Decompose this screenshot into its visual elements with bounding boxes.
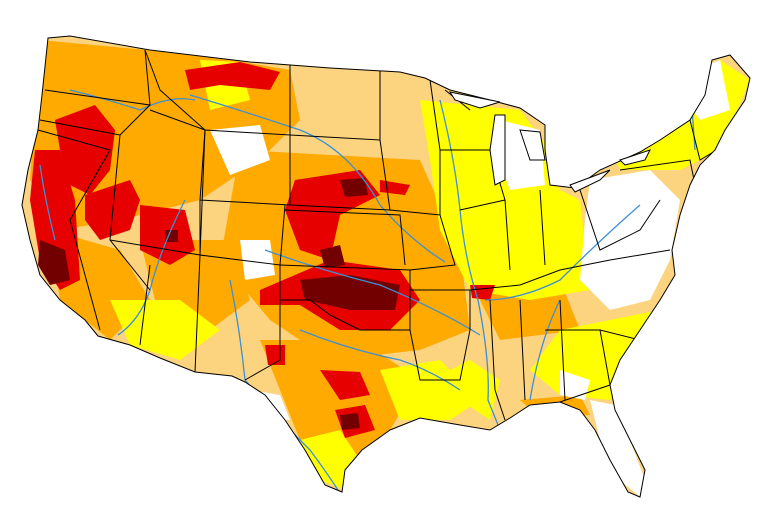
no-drought-areas [210, 60, 730, 497]
great-lakes [448, 91, 651, 193]
